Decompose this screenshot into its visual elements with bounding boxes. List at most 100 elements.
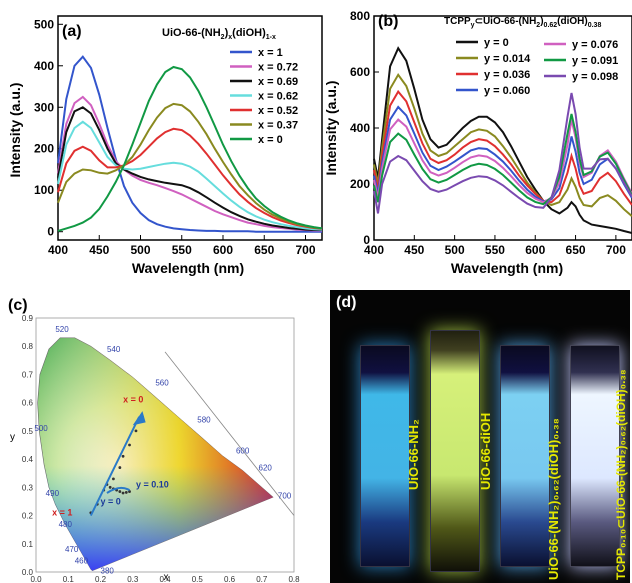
chart-c-annotation: x = 1 (52, 508, 72, 518)
chart-a-xtick-label: 500 (130, 243, 150, 257)
chart-c-wavelength-label: 490 (46, 489, 60, 498)
cuvette-1 (360, 345, 410, 567)
chart-c-point (121, 454, 125, 458)
chart-c-point (112, 477, 115, 481)
chart-b-legend-label: y = 0 (484, 37, 509, 49)
chart-b-xtick-label: 600 (525, 243, 545, 257)
chart-a-xtick-label: 600 (213, 243, 233, 257)
chart-c-point (134, 429, 138, 433)
chart-a-frame (57, 15, 323, 241)
chart-a-legend-label: x = 0.37 (258, 120, 298, 132)
chart-c: (c) x y 0.0 0.1 0.2 0.3 0.4 0.5 0.6 0.7 0.8 0.0 0.… (8, 297, 300, 583)
photo-vials: (d) UiO-66-NH₂ UiO-66-diOH UiO-66-(NH₂)₀… (330, 290, 630, 583)
chart-c-diagonal (164, 351, 295, 516)
chart-a-legend-label: x = 1 (258, 47, 283, 59)
chart-c-point (121, 491, 125, 495)
chart-c-wavelength-label: 620 (259, 463, 273, 472)
chart-a-legend-label: x = 0.52 (258, 105, 298, 117)
chart-b-series-line (373, 118, 632, 204)
chart-b-xtick-label: 400 (364, 243, 384, 257)
chart-a-series-line (57, 106, 322, 231)
chart-c-xtick-label: 0.3 (127, 575, 139, 583)
chart-a-legend-label: x = 0 (258, 134, 283, 146)
chart-b-series-line (373, 46, 632, 234)
chart-a-ytick-label: 0 (47, 225, 54, 239)
chart-b-xtick-label: 700 (606, 243, 626, 257)
chart-a-ytick-label: 100 (34, 183, 54, 197)
chart-c-wavelength-label: 580 (197, 415, 211, 424)
chart-c-xlabel: x (164, 572, 169, 583)
chart-c-ytick-label: 0.9 (22, 314, 34, 323)
chart-b-series-line (373, 105, 632, 203)
chart-c-xtick-label: 0.4 (159, 575, 171, 583)
cuvette-2 (430, 330, 480, 572)
chart-c-point (118, 466, 122, 469)
chart-c-point (118, 490, 122, 493)
chart-a-xtick-label: 550 (172, 243, 192, 257)
chart-c-xtick-label: 0.2 (95, 575, 107, 583)
chart-c-ytick-label: 0.0 (22, 568, 34, 577)
vial-label-4: TCPP₀.₁₀⊂UiO-66-(NH₂)₀.₆₂(diOH)₀.₃₈ (614, 369, 628, 580)
chart-a-legend-label: x = 0.62 (258, 91, 298, 103)
chart-b-ytick-label: 600 (350, 65, 370, 79)
chart-b-ytick-label: 400 (350, 121, 370, 135)
chart-a-series-line (57, 102, 323, 230)
cuvette-3 (500, 345, 550, 567)
chart-a-ytick-label: 200 (34, 142, 54, 156)
chart-a-series-line (57, 65, 323, 232)
chart-a-ytick-label: 400 (34, 59, 54, 73)
chart-c-ytick-label: 0.1 (22, 540, 34, 549)
chart-c-ytick-label: 0.5 (22, 427, 34, 436)
chart-b-legend-label: y = 0.060 (484, 85, 530, 97)
chart-b-xtick-label: 650 (566, 243, 586, 257)
chart-c-ytick-label: 0.4 (22, 455, 34, 464)
chart-c-ylabel: y (10, 432, 15, 443)
chart-c-xtick-label: 0.5 (192, 575, 204, 583)
chart-a-tag: (a) (62, 23, 82, 40)
chart-b-xlabel: Wavelength (nm) (451, 260, 563, 276)
chart-b-legend-label: y = 0.076 (572, 39, 618, 51)
chart-b-tag: (b) (378, 13, 398, 30)
chart-b-legend-label: y = 0.091 (572, 55, 618, 67)
chart-a-series-line (57, 55, 322, 233)
chart-b-series-line (373, 92, 632, 214)
photo-d-tag: (d) (336, 294, 357, 311)
chart-c-xtick-label: 0.8 (288, 575, 300, 583)
vial-label-3: UiO-66-(NH₂)₀.₆₂(diOH)₀.₃₈ (546, 418, 561, 580)
chart-b-legend-label: y = 0.098 (572, 71, 618, 83)
chart-a-xtick-label: 700 (295, 243, 315, 257)
chart-c-arrowhead-x (132, 411, 146, 426)
chart-c-wavelength-label: 460 (75, 557, 89, 566)
chart-b-series-line (373, 72, 632, 217)
cuvette-4 (570, 345, 620, 567)
cie-locus-blue-tint (37, 337, 273, 571)
chart-c-wavelength-label: 380 (101, 566, 115, 575)
chart-b-ytick-label: 200 (350, 177, 370, 191)
chart-a: (a) UiO-66-(NH2)x(diOH)1-x Wavelength (n… (7, 15, 323, 276)
chart-c-tag: (c) (8, 297, 28, 314)
chart-c-xtick-label: 0.6 (224, 575, 236, 583)
chart-b-ytick-label: 0 (363, 233, 370, 247)
chart-c-ytick-label: 0.3 (22, 483, 34, 492)
chart-b-series-line (373, 89, 632, 206)
chart-a-series-line (57, 127, 323, 230)
chart-a-xlabel: Wavelength (nm) (132, 260, 244, 276)
chart-c-wavelength-label: 500 (34, 424, 48, 433)
chart-b: (b) TCPPy⊂UiO-66-(NH2)0.62(diOH)0.38 Wav… (323, 9, 632, 276)
chart-a-xtick-label: 450 (89, 243, 109, 257)
chart-c-wavelength-label: 520 (55, 325, 69, 334)
chart-c-point (124, 491, 128, 494)
chart-c-wavelength-label: 470 (65, 545, 79, 554)
vial-label-1: UiO-66-NH₂ (406, 419, 421, 490)
chart-a-legend-label: x = 0.69 (258, 76, 298, 88)
chart-c-wavelength-label: 560 (155, 379, 169, 388)
chart-c-annotation: x = 0 (123, 395, 143, 405)
chart-a-ytick-label: 500 (34, 17, 54, 31)
chart-a-series-line (57, 95, 322, 232)
chart-a-title: UiO-66-(NH2)x(diOH)1-x (162, 27, 276, 41)
chart-a-xtick-label: 400 (48, 243, 68, 257)
chart-c-point (128, 443, 131, 447)
chart-b-xtick-label: 450 (404, 243, 424, 257)
chart-b-ytick-label: 800 (350, 9, 370, 23)
chart-a-xtick-label: 650 (254, 243, 274, 257)
